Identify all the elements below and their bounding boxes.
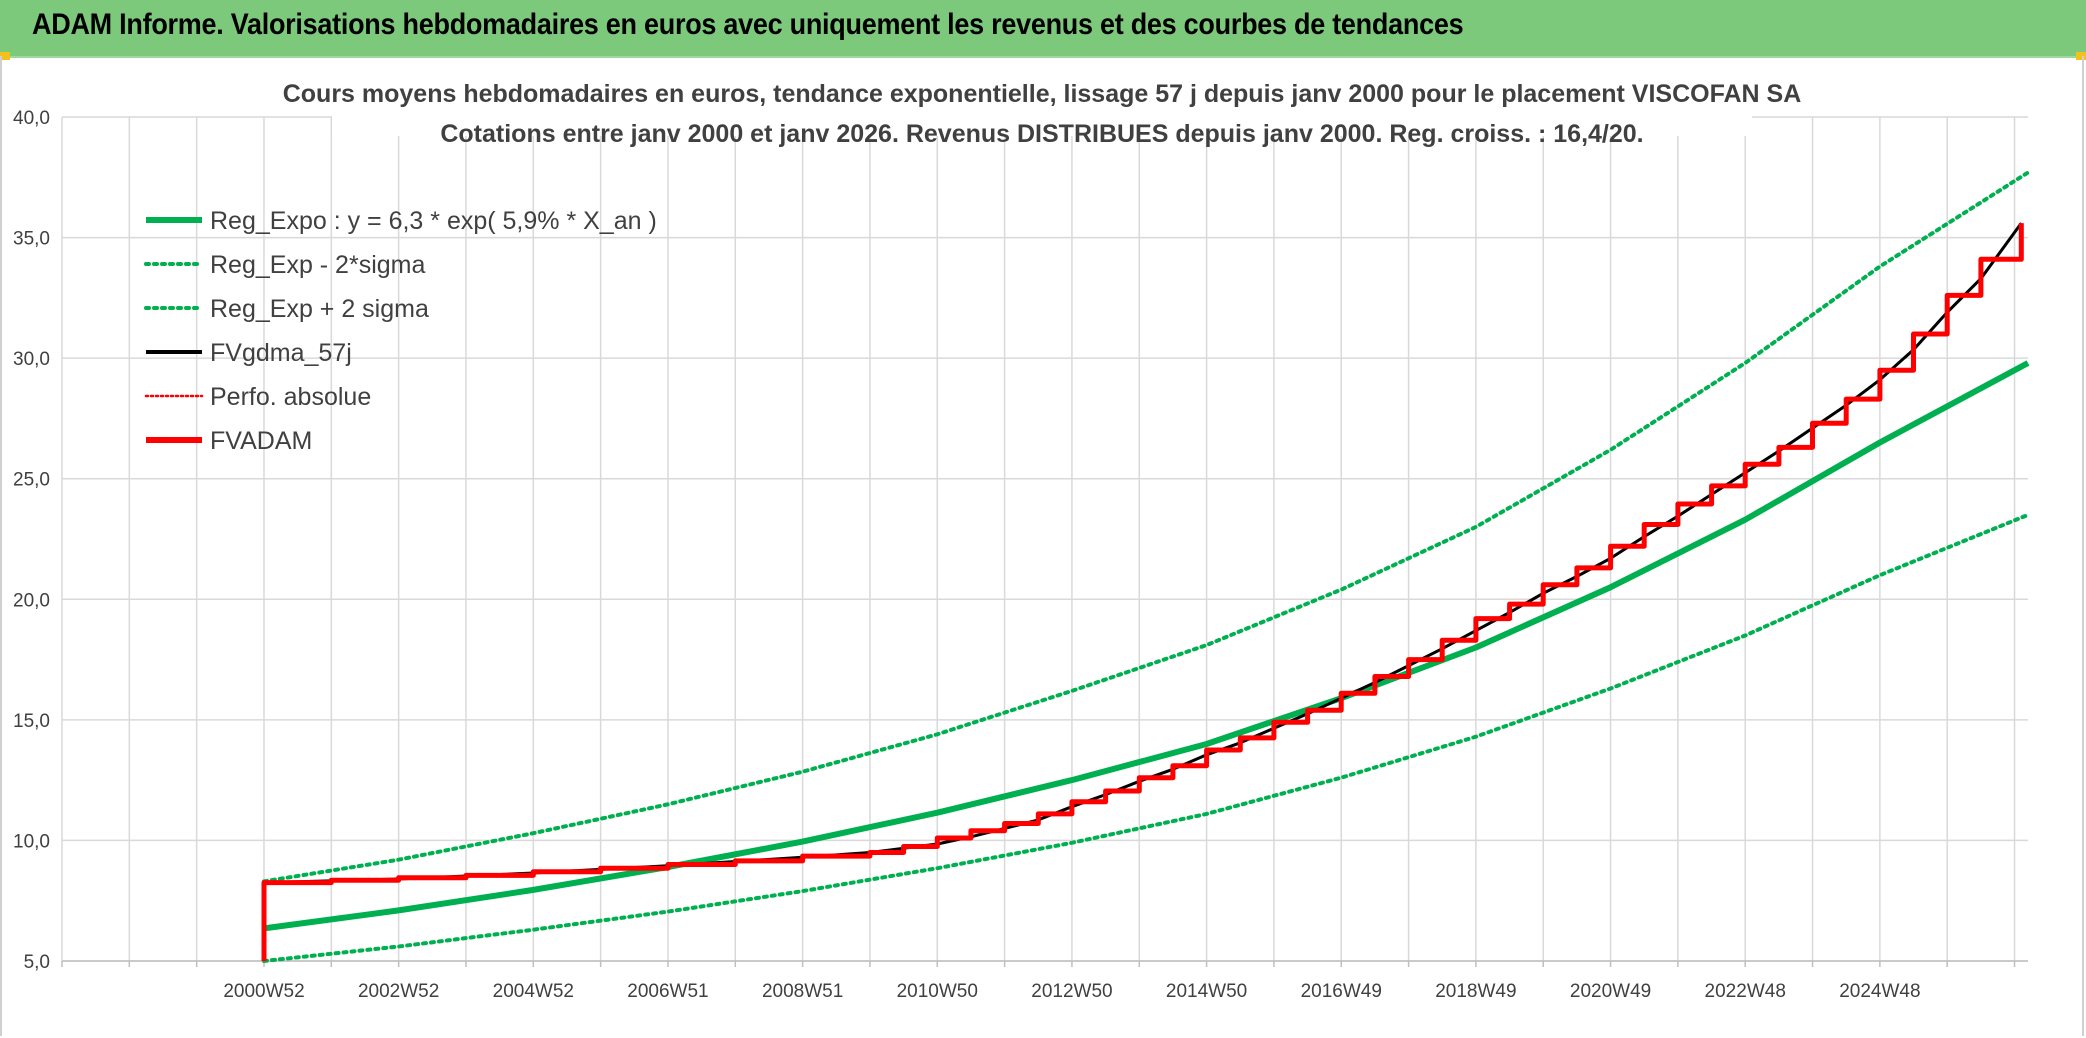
x-tick-label: 2020W49: [1570, 981, 1651, 1002]
y-tick-label: 40,0: [13, 108, 50, 129]
x-tick-label: 2002W52: [358, 981, 439, 1002]
chart-title: Cours moyens hebdomadaires en euros, ten…: [283, 78, 1802, 148]
y-tick-label: 10,0: [13, 831, 50, 852]
series-fvadam: [261, 223, 2024, 961]
x-tick-label: 2006W51: [627, 981, 708, 1002]
x-tick-label: 2000W52: [223, 981, 304, 1002]
corner-marker-left: [0, 52, 10, 60]
legend-label: Reg_Expo : y = 6,3 * exp( 5,9% * X_an ): [210, 207, 657, 235]
legend-label: Reg_Exp + 2 sigma: [210, 295, 429, 323]
report-banner: ADAM Informe. Valorisations hebdomadaire…: [0, 0, 2086, 58]
y-tick-label: 35,0: [13, 229, 50, 250]
grid-layer: [61, 116, 2028, 962]
series-reg-exp-minus-2sigma: [262, 512, 2030, 963]
x-tick-label: 2022W48: [1705, 981, 1786, 1002]
y-tick-label: 15,0: [13, 711, 50, 732]
legend-label: FVADAM: [210, 427, 312, 455]
legend-label: Reg_Exp - 2*sigma: [210, 251, 425, 279]
series-fvgdma-57j: [263, 222, 2023, 885]
y-tick-label: 5,0: [24, 952, 50, 973]
chart-frame: 5,0 10,0 15,0 20,0 25,0 30,0 35,0 40,0 2000W52 20…: [0, 56, 2084, 1036]
report-title: ADAM Informe. Valorisations hebdomadaire…: [32, 8, 1464, 41]
axis-layer: 5,0 10,0 15,0 20,0 25,0 30,0 35,0 40,0 2000W52 20…: [13, 108, 2028, 1002]
y-tick-label: 25,0: [13, 470, 50, 491]
x-tick-label: 2024W48: [1839, 981, 1920, 1002]
series-reg-exp-plus-2sigma: [262, 170, 2030, 884]
line-chart: 5,0 10,0 15,0 20,0 25,0 30,0 35,0 40,0 2000W52 20…: [13, 78, 2030, 1002]
x-tick-label: 2014W50: [1166, 981, 1247, 1002]
x-tick-label: 2016W49: [1301, 981, 1382, 1002]
legend: Reg_Expo : y = 6,3 * exp( 5,9% * X_an ) R…: [144, 207, 657, 455]
y-tick-label: 20,0: [13, 590, 50, 611]
corner-marker-right: [2076, 52, 2086, 60]
chart-title-line-2: Cotations entre janv 2000 et janv 2026. …: [440, 120, 1643, 148]
y-tick-label: 30,0: [13, 349, 50, 370]
series-reg-expo: [263, 360, 2030, 932]
x-tick-label: 2008W51: [762, 981, 843, 1002]
x-tick-label: 2018W49: [1435, 981, 1516, 1002]
x-tick-label: 2012W50: [1031, 981, 1112, 1002]
legend-label: FVgdma_57j: [210, 339, 352, 367]
series-layer: [261, 170, 2030, 963]
x-tick-label: 2004W52: [493, 981, 574, 1002]
chart-title-background: [332, 78, 1752, 136]
chart-title-line-1: Cours moyens hebdomadaires en euros, ten…: [283, 80, 1802, 108]
legend-label: Perfo. absolue: [210, 383, 371, 411]
x-tick-label: 2010W50: [897, 981, 978, 1002]
